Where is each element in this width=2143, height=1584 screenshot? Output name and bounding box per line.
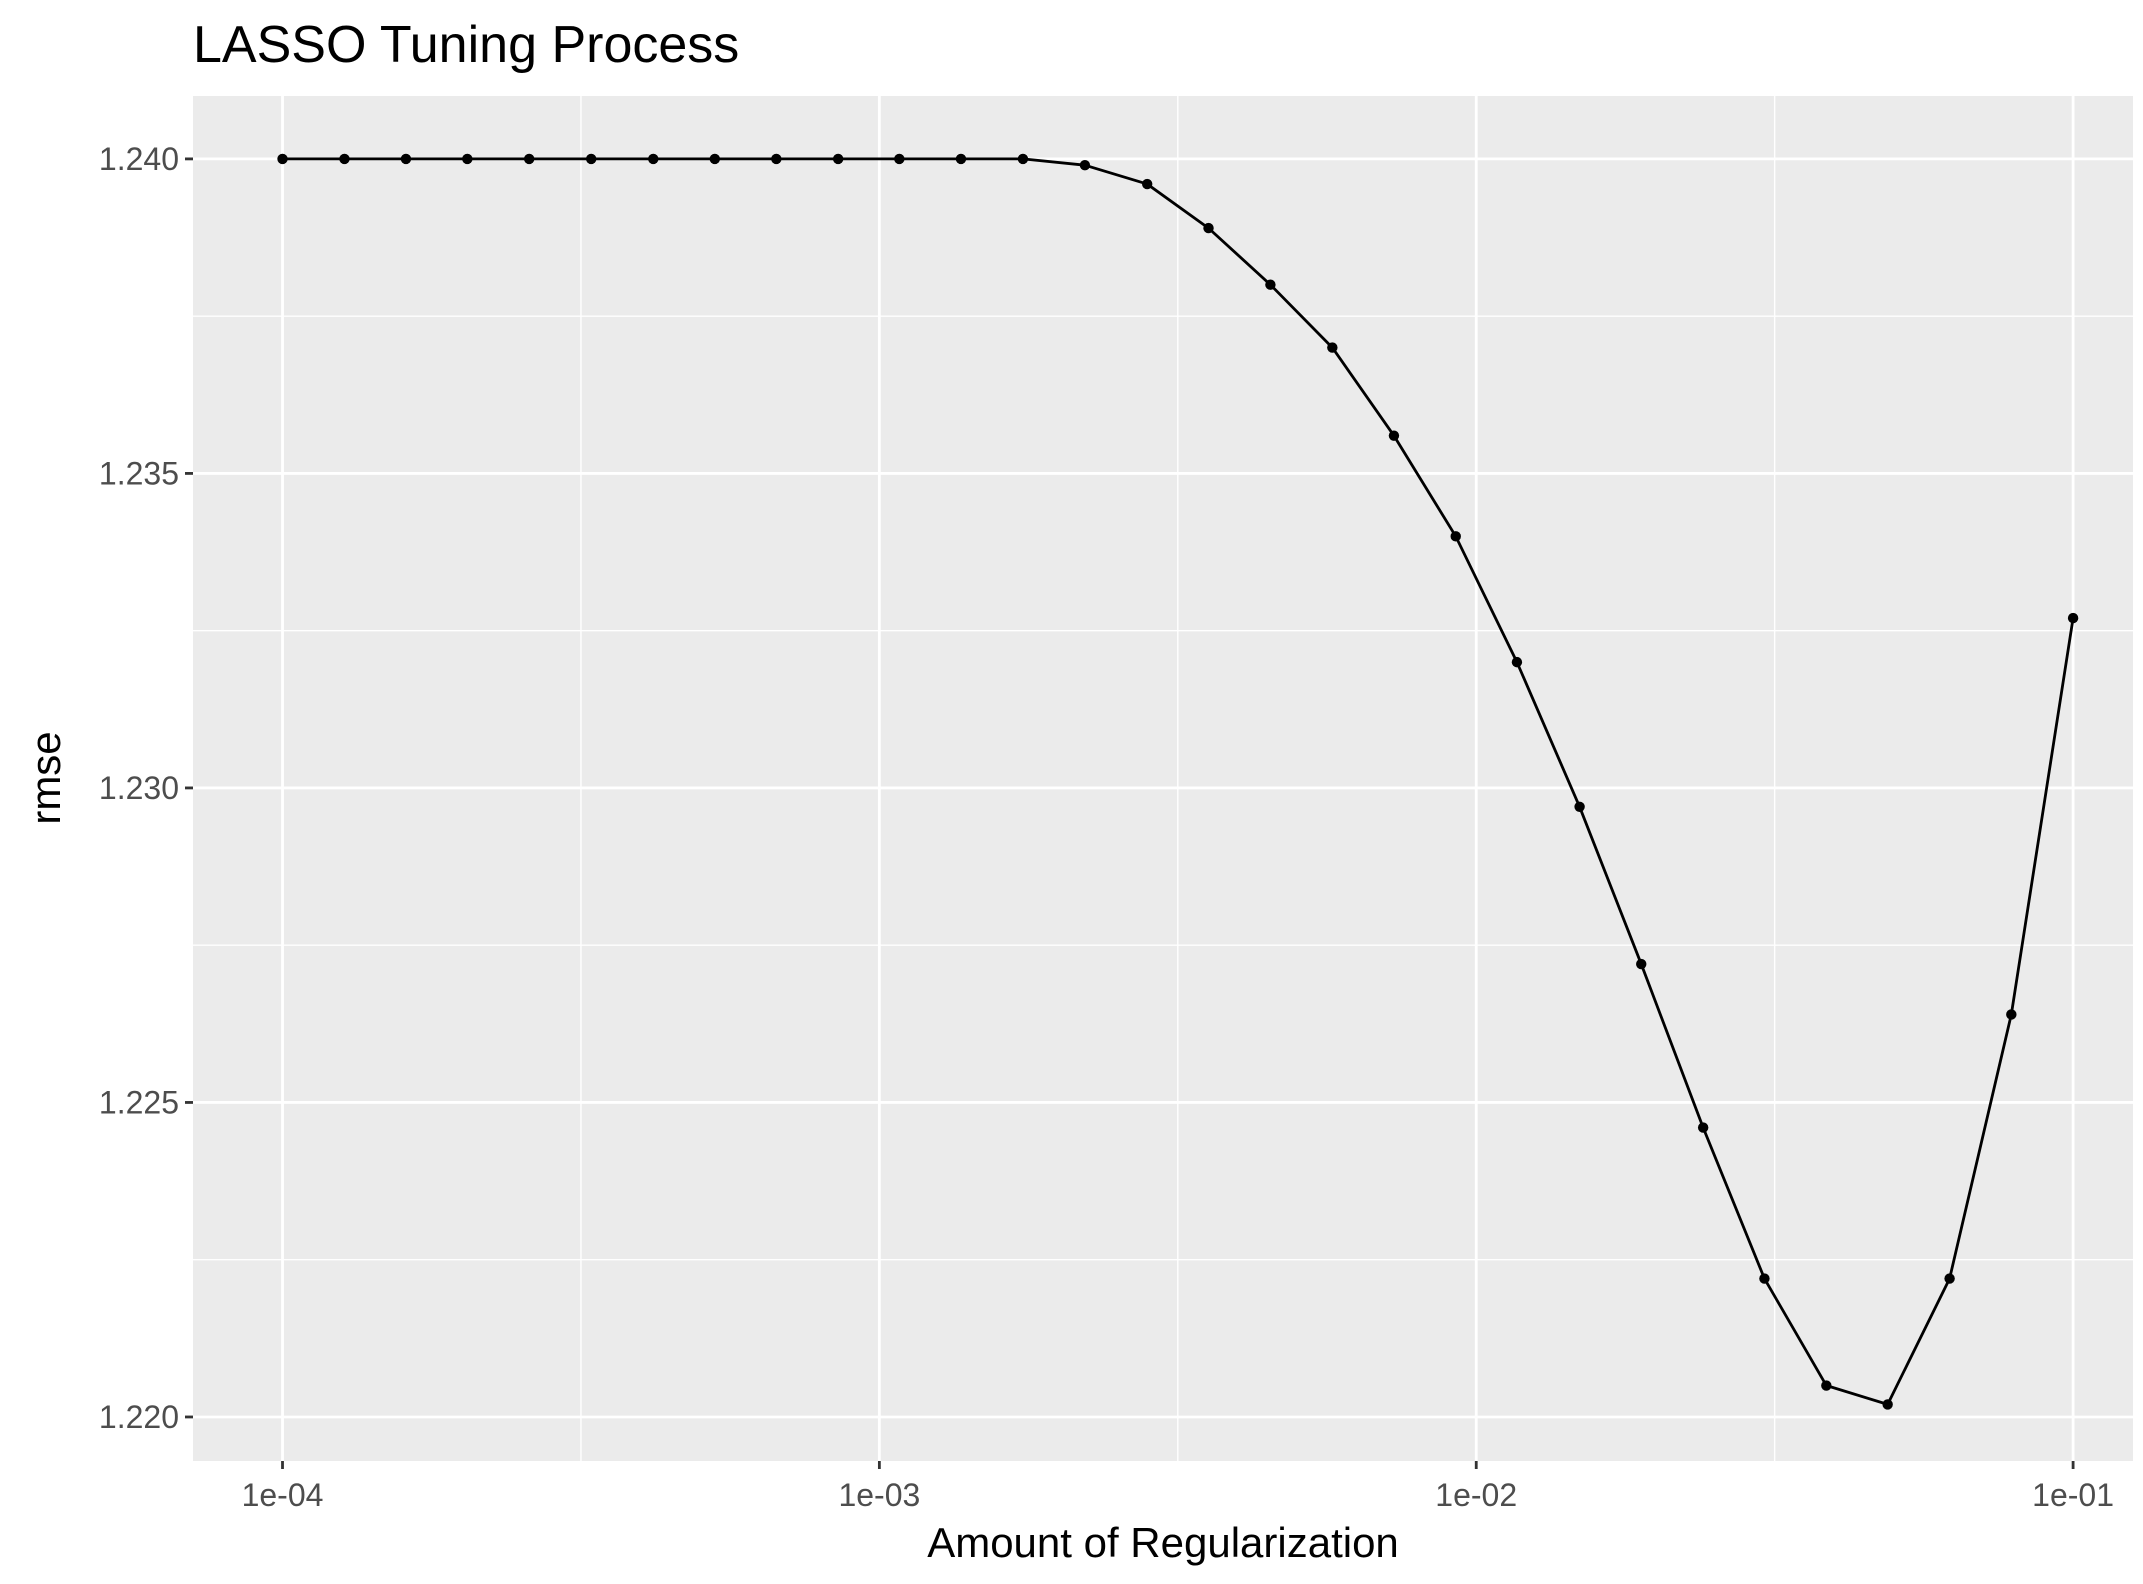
data-point: [1636, 958, 1647, 970]
data-point: [1882, 1399, 1893, 1410]
series-layer: [277, 153, 2079, 1410]
x-tick-label: 1e-04: [242, 1477, 324, 1513]
x-tick-label: 1e-03: [838, 1477, 920, 1513]
data-point: [277, 153, 288, 165]
data-point: [894, 153, 905, 165]
data-point: [2067, 612, 2079, 624]
data-point: [1821, 1380, 1832, 1391]
x-axis: 1e-04 1e-03 1e-02 1e-01: [242, 1461, 2114, 1513]
minor-gridlines: [193, 96, 2133, 1461]
data-point: [1017, 153, 1029, 165]
plot-panel: [193, 96, 2133, 1461]
series-line: [282, 157, 2075, 1406]
data-point: [832, 153, 844, 165]
data-point: [400, 153, 412, 165]
data-point: [586, 153, 597, 165]
data-point: [339, 153, 350, 165]
data-point: [1388, 430, 1400, 441]
data-point: [955, 153, 967, 165]
data-point: [523, 153, 535, 165]
chart-title: LASSO Tuning Process: [193, 16, 739, 74]
data-point: [1450, 531, 1461, 542]
y-tick-label: 1.225: [99, 1084, 179, 1120]
data-point: [648, 153, 659, 165]
y-tick-label: 1.240: [99, 141, 179, 177]
data-point: [1511, 656, 1523, 668]
y-axis: 1.220 1.225 1.230 1.235 1.240: [99, 141, 193, 1435]
y-axis-title: rmse: [22, 731, 69, 824]
data-point: [1944, 1273, 1955, 1284]
data-point: [1079, 159, 1091, 171]
data-point: [1265, 279, 1276, 290]
data-point: [1203, 222, 1214, 234]
data-point: [462, 153, 473, 165]
data-point: [2006, 1009, 2017, 1020]
data-point: [1141, 178, 1153, 190]
y-tick-label: 1.230: [99, 770, 179, 806]
x-axis-title: Amount of Regularization: [927, 1519, 1399, 1566]
data-point: [1759, 1273, 1770, 1284]
y-tick-label: 1.220: [99, 1399, 179, 1435]
y-tick-label: 1.235: [99, 455, 179, 491]
data-point: [709, 153, 720, 165]
data-point: [1574, 801, 1585, 813]
data-point: [771, 153, 782, 165]
data-point: [1697, 1122, 1709, 1133]
x-tick-label: 1e-01: [2032, 1477, 2114, 1513]
data-point: [1327, 342, 1338, 353]
x-tick-label: 1e-02: [1435, 1477, 1517, 1513]
